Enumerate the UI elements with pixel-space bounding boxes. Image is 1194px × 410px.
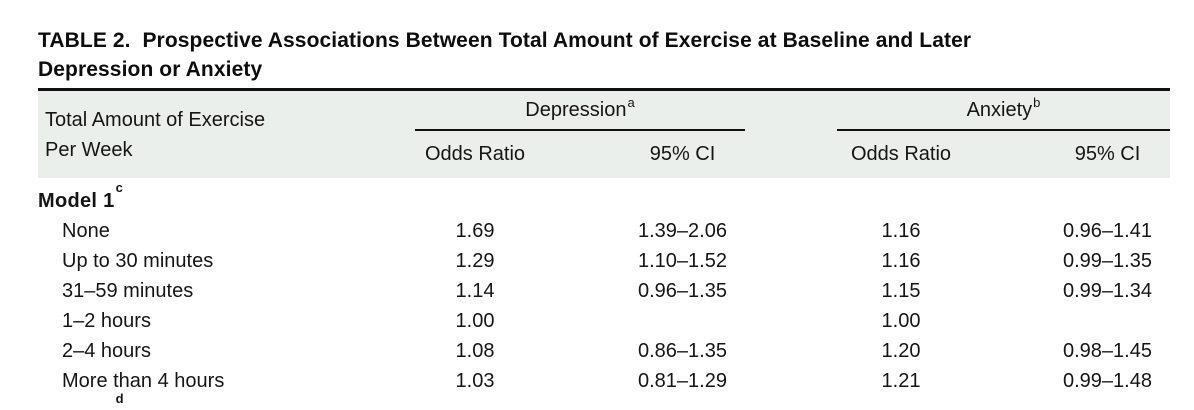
section-model-2-text: Model 2 — [38, 408, 115, 410]
column-header-anxiety-ci: 95% CI — [1074, 143, 1141, 165]
cell-anxiety-odds-ratio: 1.21 — [881, 369, 921, 392]
row-header: Total Amount of Exercise Per Week — [38, 91, 415, 178]
cell-anxiety-odds-ratio: 1.15 — [881, 279, 921, 302]
cell-anxiety-odds-ratio: 1.00 — [881, 309, 921, 332]
group-header-anxiety: Anxiety b — [837, 91, 1170, 131]
table-title: TABLE 2. Prospective Associations Betwee… — [38, 0, 1178, 84]
section-model-2-footnote-mark: d — [115, 390, 124, 406]
row-label: 2–4 hours — [62, 339, 151, 362]
table-row: 2–4 hours 1.08 0.86–1.35 1.20 0.98–1.45 — [38, 336, 1170, 366]
table-row: 1–2 hours 1.00 1.00 — [38, 306, 1170, 336]
section-model-1-text: Model 1 — [38, 189, 115, 212]
row-label: Up to 30 minutes — [62, 249, 214, 272]
section-label-model-2: Model 2d — [38, 392, 415, 410]
table-title-line1: TABLE 2. Prospective Associations Betwee… — [38, 29, 972, 52]
section-model-2-clipped: Model 2d — [38, 392, 124, 410]
table-header: Total Amount of Exercise Per Week Depres… — [38, 91, 1170, 178]
row-label: 1–2 hours — [62, 309, 151, 332]
table-row: Up to 30 minutes 1.29 1.10–1.52 1.16 0.9… — [38, 246, 1170, 276]
cell-anxiety-ci: 0.99–1.48 — [1063, 369, 1152, 392]
cell-depression-ci: 0.81–1.29 — [638, 369, 727, 392]
table-row: 31–59 minutes 1.14 0.96–1.35 1.15 0.99–1… — [38, 276, 1170, 306]
column-header-depression-ci: 95% CI — [649, 143, 716, 165]
cell-anxiety-ci: 0.96–1.41 — [1063, 219, 1152, 242]
table-body: Model 1c None 1.69 1.39–2.06 1.16 0.96–1… — [38, 178, 1170, 410]
row-header-line1: Total Amount of Exercise — [45, 108, 266, 131]
table-title-line2: Depression or Anxiety — [38, 58, 263, 81]
cell-depression-odds-ratio: 1.00 — [455, 309, 495, 332]
cell-depression-ci: 1.39–2.06 — [638, 219, 727, 242]
section-model-1-footnote-mark: c — [115, 179, 124, 195]
cell-depression-ci: 0.96–1.35 — [638, 279, 727, 302]
row-label: More than 4 hours — [62, 369, 225, 392]
column-header-anxiety-odds-ratio: Odds Ratio — [850, 143, 952, 165]
cell-anxiety-odds-ratio: 1.16 — [881, 249, 921, 272]
cell-depression-odds-ratio: 1.14 — [455, 279, 495, 302]
table-row: None 1.69 1.39–2.06 1.16 0.96–1.41 — [38, 216, 1170, 246]
section-header-row: Model 1c — [38, 181, 1170, 216]
cell-depression-odds-ratio: 1.03 — [455, 369, 495, 392]
cell-depression-odds-ratio: 1.08 — [455, 339, 495, 362]
group-header-depression: Depression a — [415, 91, 745, 131]
cell-anxiety-odds-ratio: 1.16 — [881, 219, 921, 242]
group-depression-label: Depression — [525, 98, 627, 121]
cell-anxiety-ci: 0.99–1.34 — [1063, 279, 1152, 302]
row-header-line2: Per Week — [45, 138, 133, 161]
section-header-row-clipped: Model 2d — [38, 392, 1170, 410]
cell-depression-ci: 0.86–1.35 — [638, 339, 727, 362]
table-row: More than 4 hours 1.03 0.81–1.29 1.21 0.… — [38, 366, 1170, 396]
row-label: None — [62, 219, 110, 242]
group-anxiety-label: Anxiety — [966, 98, 1033, 121]
cell-anxiety-ci: 0.98–1.45 — [1063, 339, 1152, 362]
column-header-depression-odds-ratio: Odds Ratio — [424, 143, 526, 165]
table-top-rule — [38, 88, 1170, 91]
cell-anxiety-odds-ratio: 1.20 — [881, 339, 921, 362]
cell-anxiety-ci: 0.99–1.35 — [1063, 249, 1152, 272]
cell-depression-ci: 1.10–1.52 — [638, 249, 727, 272]
cell-depression-odds-ratio: 1.29 — [455, 249, 495, 272]
row-label: 31–59 minutes — [62, 279, 194, 302]
section-label-model-1: Model 1c — [38, 181, 415, 213]
cell-depression-odds-ratio: 1.69 — [455, 219, 495, 242]
